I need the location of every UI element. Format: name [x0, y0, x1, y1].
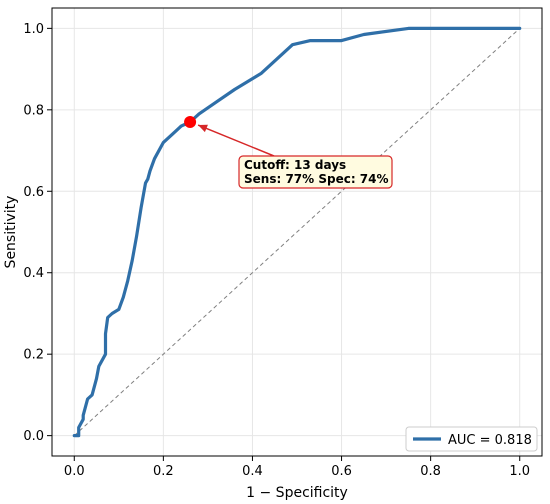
grid-lines — [52, 8, 542, 456]
x-tick-label: 0.6 — [331, 464, 352, 479]
x-tick-label: 0.8 — [420, 464, 441, 479]
annotation-cutoff-text: Cutoff: 13 days — [244, 158, 346, 172]
x-tick-label: 0.4 — [242, 464, 263, 479]
legend-box — [405, 426, 538, 452]
legend: AUC = 0.818 — [405, 426, 538, 452]
annotation-box: Cutoff: 13 days Sens: 77% Spec: 74% — [238, 155, 393, 189]
annotation-background — [238, 155, 393, 189]
plot-area — [51, 7, 543, 457]
cutoff-point-marker — [184, 116, 197, 129]
axis-ticks: 0.0 0.2 0.4 0.6 0.8 1.0 0.0 0.2 0.4 0.6 0.8 1.0 — [23, 22, 530, 479]
annotation-sens-spec-text: Sens: 77% Spec: 74% — [244, 172, 389, 186]
y-tick-label: 0.0 — [23, 429, 44, 444]
y-axis-label: Sensitivity — [3, 196, 19, 269]
annotation-arrow-head — [198, 124, 208, 133]
y-tick-label: 0.2 — [23, 348, 44, 363]
roc-curve-line — [72, 26, 522, 438]
y-tick-label: 0.6 — [23, 185, 44, 200]
y-tick-label: 0.4 — [23, 266, 44, 281]
x-tick-label: 0.0 — [64, 464, 85, 479]
annotation-arrow — [197, 124, 275, 157]
x-tick-label: 1.0 — [509, 464, 530, 479]
x-axis-label: 1 − Specificity — [246, 485, 348, 501]
y-tick-label: 1.0 — [23, 22, 44, 37]
annotation-arrow-shaft — [197, 124, 275, 157]
x-tick-label: 0.2 — [153, 464, 174, 479]
y-tick-label: 0.8 — [23, 103, 44, 118]
legend-label-roc: AUC = 0.818 — [448, 433, 532, 448]
chance-diagonal-line — [73, 27, 521, 437]
